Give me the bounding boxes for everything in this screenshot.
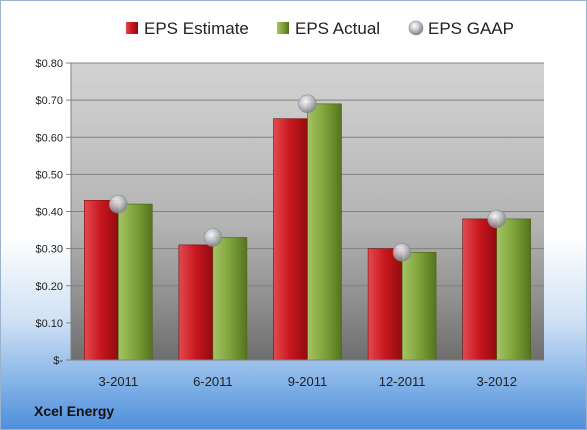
bar-eps-actual	[307, 103, 342, 361]
y-tick-label: $0.20	[35, 281, 63, 293]
point-eps-gaap	[298, 94, 317, 114]
point-eps-gaap	[203, 228, 223, 247]
y-tick-label: $0.70	[35, 95, 63, 107]
y-tick-label: $0.10	[35, 318, 63, 330]
bar-eps-actual	[496, 218, 532, 361]
bars	[84, 103, 532, 361]
x-tick-label: 3-2012	[476, 374, 516, 389]
x-tick-label: 6-2011	[193, 374, 233, 389]
x-axis: 3-2011 6-2011 9-2011 12-2011 3-2012	[71, 359, 544, 389]
y-tick-label: $0.30	[35, 244, 63, 256]
bar-eps-estimate	[462, 218, 498, 361]
bar-eps-estimate	[273, 118, 308, 361]
x-tick-label: 12-2011	[379, 374, 426, 389]
y-tick-label: $0.40	[35, 207, 63, 219]
x-tick-label: 9-2011	[288, 374, 328, 389]
company-label: Xcel Energy	[34, 403, 115, 419]
bar-eps-actual	[118, 203, 153, 361]
legend-swatch	[277, 22, 289, 34]
bar-eps-estimate	[178, 244, 214, 361]
bar-eps-actual	[212, 237, 248, 361]
y-axis: $- $0.10 $0.20 $0.30 $0.40 $0.50 $0.60 $0.70 $0.…	[35, 58, 72, 367]
legend: EPS Estimate EPS Actual EPS GAAP	[126, 19, 514, 38]
y-tick-label: $-	[53, 355, 63, 367]
legend-label: EPS Actual	[295, 19, 380, 38]
legend-label: EPS Estimate	[144, 19, 249, 38]
y-tick-label: $0.60	[35, 132, 63, 144]
point-eps-gaap	[392, 243, 412, 262]
x-tick-label: 3-2011	[99, 374, 139, 389]
bar-eps-estimate	[367, 248, 403, 361]
gaap-points	[109, 94, 507, 262]
y-tick-label: $0.50	[35, 169, 63, 181]
point-eps-gaap	[109, 194, 128, 214]
bar-eps-estimate	[84, 200, 119, 361]
y-tick-label: $0.80	[35, 58, 63, 70]
legend-swatch	[126, 22, 138, 34]
point-eps-gaap	[487, 209, 507, 229]
legend-swatch	[408, 20, 424, 36]
bar-eps-actual	[401, 252, 437, 361]
legend-label: EPS GAAP	[428, 19, 514, 38]
